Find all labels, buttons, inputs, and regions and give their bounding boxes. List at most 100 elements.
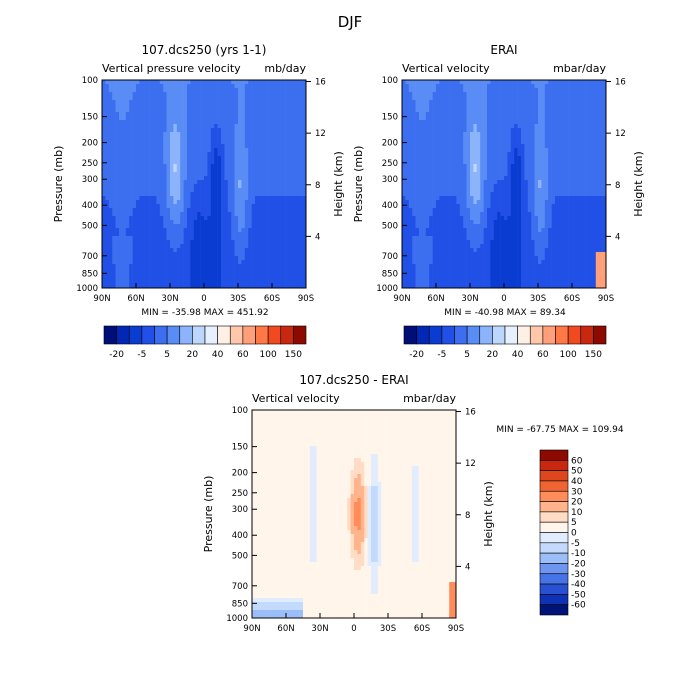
heatmap-cell [251,264,256,269]
heatmap-cell [153,140,157,145]
heatmap-cell [207,200,212,205]
heatmap-cell [541,128,546,133]
heatmap-cell [514,88,518,93]
heatmap-cell [585,96,590,101]
heatmap-cell [278,152,283,157]
heatmap-cell [122,268,127,273]
heatmap-cell [493,160,498,165]
heatmap-cell [595,152,600,157]
heatmap-cell [248,208,252,213]
heatmap-cell [405,88,410,93]
heatmap-cell [548,180,552,185]
heatmap-cell [524,152,529,157]
heatmap-cell [200,116,205,121]
heatmap-cell [146,248,150,253]
heatmap-cell [548,112,552,117]
heatmap-cell [122,256,127,261]
heatmap-cell [470,152,474,157]
heatmap-cell [456,176,461,181]
heatmap-cell [436,160,440,165]
heatmap-cell [234,96,239,101]
heatmap-cell [261,136,266,141]
heatmap-cell [234,216,239,221]
heatmap-cell [595,80,600,85]
heatmap-cell [180,104,184,109]
heatmap-cell [238,116,242,121]
heatmap-cell [248,96,252,101]
heatmap-cell [419,156,423,161]
heatmap-cell [463,96,467,101]
heatmap-cell [514,156,518,161]
heatmap-cell [166,100,171,105]
heatmap-cell [524,128,529,133]
heatmap-cell [285,172,290,177]
heatmap-cell [527,168,532,173]
heatmap-cell [153,212,157,217]
heatmap-cell [255,224,259,229]
heatmap-cell [295,172,300,177]
heatmap-cell [238,212,242,217]
heatmap-cell [599,180,603,185]
heatmap-cell [190,128,195,133]
heatmap-cell [483,108,488,113]
heatmap-cell [504,100,508,105]
heatmap-cell [456,152,461,157]
heatmap-cell [244,284,249,289]
heatmap-cell [238,196,242,201]
heatmap-cell [268,144,273,149]
heatmap-cell [531,124,535,129]
heatmap-cell [480,128,484,133]
heatmap-cell [166,132,171,137]
heatmap-cell [302,144,307,149]
heatmap-cell [425,108,430,113]
heatmap-cell [227,276,232,281]
heatmap-cell [439,100,444,105]
heatmap-cell [578,180,583,185]
heatmap-cell [295,284,300,289]
heatmap-cell [432,104,437,109]
heatmap-cell [578,148,583,153]
heatmap-cell [156,276,161,281]
heatmap-cell [572,196,576,201]
heatmap-cell [170,164,174,169]
heatmap-cell [572,108,576,113]
heatmap-cell [551,188,556,193]
heatmap-cell [585,196,590,201]
heatmap-cell [446,116,450,121]
heatmap-cell [227,264,232,269]
heatmap-cell [132,192,137,197]
heatmap-cell [183,244,188,249]
heatmap-cell [558,88,563,93]
heatmap-cell [412,176,416,181]
heatmap-cell [244,96,249,101]
heatmap-cell [210,108,215,113]
heatmap-cell [115,100,120,105]
heatmap-cell [510,112,515,117]
heatmap-cell [234,184,239,189]
heatmap-cell [282,220,286,225]
heatmap-cell [238,160,242,165]
heatmap-cell [493,152,498,157]
heatmap-cell [149,264,154,269]
heatmap-cell [115,200,120,205]
heatmap-cell [510,128,515,133]
heatmap-cell [534,88,539,93]
heatmap-cell [193,108,198,113]
heatmap-cell [244,228,249,233]
heatmap-cell [585,152,590,157]
heatmap-cell [231,136,235,141]
heatmap-cell [268,92,273,97]
heatmap-cell [565,92,569,97]
heatmap-cell [132,120,137,125]
heatmap-cell [166,220,171,225]
heatmap-cell [159,200,164,205]
heatmap-cell [129,248,133,253]
heatmap-cell [473,88,478,93]
heatmap-cell [449,168,454,173]
heatmap-cell [480,160,484,165]
heatmap-cell [599,88,603,93]
heatmap-cell [105,96,110,101]
heatmap-cell [132,160,137,165]
heatmap-cell [561,100,566,105]
